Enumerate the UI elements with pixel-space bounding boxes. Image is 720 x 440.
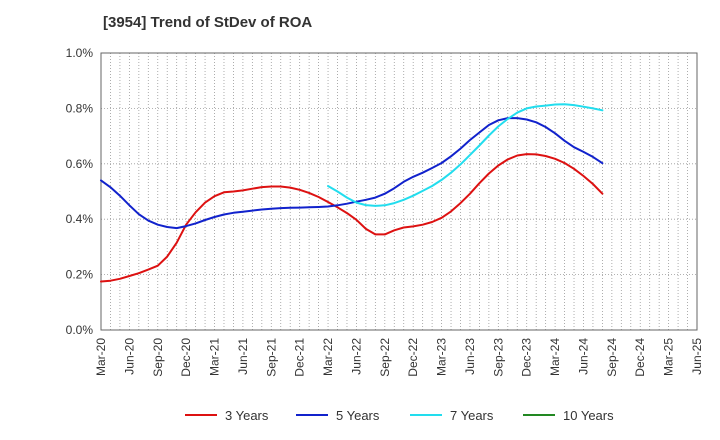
x-tick-label: Jun-21	[236, 338, 250, 375]
y-tick-label: 0.2%	[66, 268, 94, 282]
legend: 3 Years 5 Years 7 Years 10 Years	[0, 404, 720, 426]
x-tick-label: Sep-21	[264, 338, 278, 377]
legend-item-10-years: 10 Years	[523, 404, 614, 426]
legend-label-10-years: 10 Years	[563, 407, 614, 423]
legend-swatch-10-years	[523, 414, 555, 416]
legend-item-5-years: 5 Years	[296, 404, 379, 426]
legend-label-3-years: 3 Years	[225, 407, 269, 423]
x-tick-label: Sep-22	[378, 338, 392, 377]
y-tick-labels: 0.0% 0.2% 0.4% 0.6% 0.8% 1.0%	[66, 46, 94, 337]
legend-swatch-7-years	[410, 414, 442, 416]
legend-swatch-3-years	[185, 414, 217, 416]
x-tick-label: Dec-23	[520, 338, 534, 377]
x-tick-label: Jun-20	[122, 338, 136, 375]
x-tick-label: Jun-25	[690, 338, 704, 375]
y-tick-label: 1.0%	[66, 46, 94, 60]
x-tick-label: Dec-24	[633, 338, 647, 377]
y-tick-label: 0.0%	[66, 323, 94, 337]
x-tick-label: Mar-21	[208, 338, 222, 376]
y-tick-label: 0.8%	[66, 101, 94, 115]
x-tick-label: Sep-20	[151, 338, 165, 377]
legend-item-7-years: 7 Years	[410, 404, 493, 426]
y-tick-label: 0.4%	[66, 212, 94, 226]
x-tick-label: Sep-23	[491, 338, 505, 377]
series-line-7-years	[327, 103, 604, 207]
grid	[100, 52, 698, 331]
x-tick-label: Mar-23	[435, 338, 449, 376]
x-tick-label: Dec-20	[179, 338, 193, 377]
legend-label-5-years: 5 Years	[336, 407, 380, 423]
x-tick-labels: Mar-20 Jun-20 Sep-20 Dec-20 Mar-21 Jun-21 Sep-…	[94, 338, 704, 377]
chart-title: [3954] Trend of StDev of ROA	[103, 14, 313, 31]
x-tick-label: Dec-21	[293, 338, 307, 377]
plot-frame	[100, 52, 698, 331]
x-tick-label: Jun-22	[349, 338, 363, 375]
series-lines	[100, 103, 604, 283]
legend-item-3-years: 3 Years	[185, 404, 268, 426]
x-tick-label: Jun-24	[576, 338, 590, 375]
x-tick-label: Dec-22	[406, 338, 420, 377]
x-tick-label: Mar-22	[321, 338, 335, 376]
legend-swatch-5-years	[296, 414, 328, 416]
legend-label-7-years: 7 Years	[450, 407, 494, 423]
x-tick-label: Sep-24	[605, 338, 619, 377]
x-tick-label: Mar-20	[94, 338, 108, 376]
x-tick-label: Jun-23	[463, 338, 477, 375]
x-tick-label: Mar-25	[662, 338, 676, 376]
axes	[100, 52, 698, 331]
series-line-3-years	[100, 153, 604, 283]
x-tick-label: Mar-24	[548, 338, 562, 376]
y-tick-label: 0.6%	[66, 157, 94, 171]
series-line-5-years	[100, 117, 604, 230]
